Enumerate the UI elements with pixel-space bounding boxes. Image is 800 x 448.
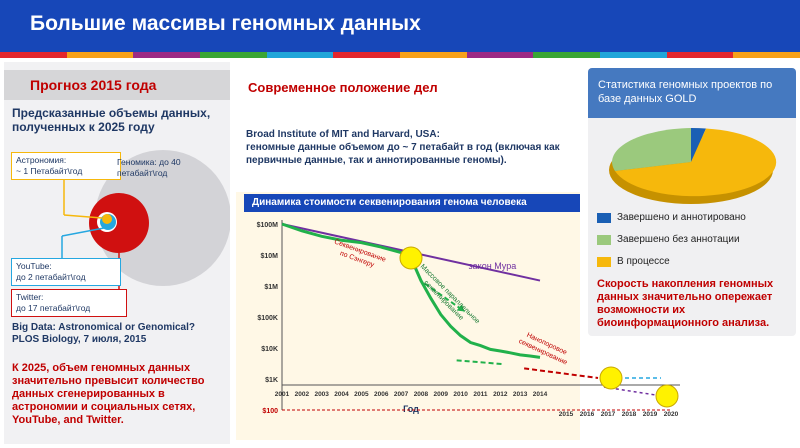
stripe-segment	[533, 52, 601, 58]
genomics-label: Геномика: до 40 петабайт\год	[117, 157, 181, 178]
x-tick-label-future: 2018	[622, 411, 637, 418]
x-tick-label: 2004	[334, 391, 349, 398]
forecast-subtitle: Предсказанные объемы данных, полученных …	[12, 106, 211, 134]
youtube-label: YouTube: до 2 петабайт\год	[11, 258, 121, 286]
chart-panel	[236, 192, 580, 440]
stripe-segment	[733, 52, 800, 58]
astronomy-label: Астрономия: ~ 1 Петабайт\год	[11, 152, 121, 180]
y-tick-label: $10M	[260, 253, 278, 260]
nanopore-label: Нанопоровоесеквенирование	[517, 330, 572, 367]
mass-trend-arrow-2	[456, 359, 505, 366]
conclusion-text: К 2025, объем геномных данных значительн…	[12, 362, 205, 426]
mass-trend-arrow	[424, 282, 466, 313]
stripe-segment	[266, 52, 334, 58]
milestone-dot-2017	[599, 366, 623, 390]
x-tick-label: 2014	[533, 391, 548, 398]
legend-in-progress: В процессе	[617, 256, 670, 267]
stripe-segment	[666, 52, 734, 58]
genomics-circle	[95, 150, 230, 286]
color-stripe	[0, 52, 800, 58]
x-tick-label: 2008	[414, 391, 429, 398]
nano-trend-arrow	[523, 367, 599, 379]
moore-label: закон Мура	[469, 261, 517, 271]
x-tick-label-future: 2016	[580, 411, 595, 418]
x-tick-label: 2007	[394, 391, 409, 398]
twitter-label: Twitter: до 17 петабайт\год	[11, 289, 127, 317]
stripe-segment	[66, 52, 134, 58]
broad-institute-text: Broad Institute of MIT and Harvard, USA:…	[246, 129, 560, 166]
pie-slice-annotated	[691, 127, 706, 162]
legend-annotated: Завершено и аннотировано	[617, 212, 746, 223]
x-tick-label: 2011	[473, 391, 487, 398]
stripe-segment	[466, 52, 534, 58]
future-decline-arrow	[603, 386, 663, 397]
y-tick-label: $10K	[261, 346, 278, 353]
legend-swatch-completed	[597, 235, 611, 245]
chart-title-bar	[244, 194, 580, 212]
pie-slice-in-progress	[615, 128, 777, 197]
astronomy-circle	[102, 214, 112, 224]
x-tick-label: 2009	[434, 391, 449, 398]
citation: Big Data: Astronomical or Genomical? PLO…	[12, 322, 195, 345]
x-tick-label: 2003	[314, 391, 329, 398]
current-state-title: Современное положение дел	[248, 80, 438, 95]
y-tick-label: $100M	[257, 222, 279, 229]
x-axis-label: Год	[403, 404, 419, 414]
mass-trend-arrowhead	[456, 304, 465, 312]
stats-note: Скорость накопления геномных данных знач…	[597, 278, 774, 329]
x-tick-label: 2001	[275, 391, 290, 398]
milestone-dot-2007	[399, 246, 423, 270]
y-tick-label: $1K	[265, 377, 278, 384]
x-tick-label: 2013	[513, 391, 528, 398]
stripe-segment	[333, 52, 401, 58]
sequencing-cost-line	[281, 222, 541, 359]
y-tick-label: $1M	[264, 284, 278, 291]
left-title-bar	[4, 70, 230, 100]
stripe-segment	[600, 52, 667, 58]
legend-swatch-in-progress	[597, 257, 611, 267]
legend-swatch-annotated	[597, 213, 611, 223]
milestone-dot-2020	[655, 384, 679, 408]
x-tick-label: 2012	[493, 391, 508, 398]
stripe-segment	[0, 52, 67, 58]
legend-completed: Завершено без аннотации	[617, 234, 740, 245]
stats-title: Статистика геномных проектов по базе дан…	[598, 79, 773, 105]
x-tick-label: 2010	[453, 391, 468, 398]
x-tick-label-future: 2015	[559, 411, 574, 418]
header-bar: Большие массивы геномных данных	[0, 0, 800, 52]
x-tick-label: 2005	[354, 391, 369, 398]
data-volume-circles	[61, 150, 230, 290]
twitter-circle	[89, 193, 149, 253]
stripe-segment	[200, 52, 267, 58]
pie-slice-completed	[612, 128, 691, 171]
stats-header	[588, 68, 796, 118]
x-tick-label-future: 2017	[601, 411, 616, 418]
forecast-title: Прогноз 2015 года	[30, 77, 157, 93]
x-tick-label-future: 2019	[643, 411, 658, 418]
gold-pie-chart	[609, 127, 777, 204]
x-tick-label: 2006	[374, 391, 389, 398]
x-tick-label: 2002	[295, 391, 310, 398]
stripe-segment	[400, 52, 467, 58]
stripe-segment	[133, 52, 201, 58]
page-title: Большие массивы геномных данных	[30, 12, 421, 35]
x-tick-label-future: 2020	[664, 411, 679, 418]
y-tick-label: $100K	[257, 315, 278, 322]
y-tick-label: $100	[262, 408, 278, 415]
sequencing-cost-chart: $100M $10M $1M $100K $10K $1K $100 2001 2002 2003…	[257, 220, 680, 418]
chart-title: Динамика стоимости секвенирования генома…	[252, 197, 527, 208]
